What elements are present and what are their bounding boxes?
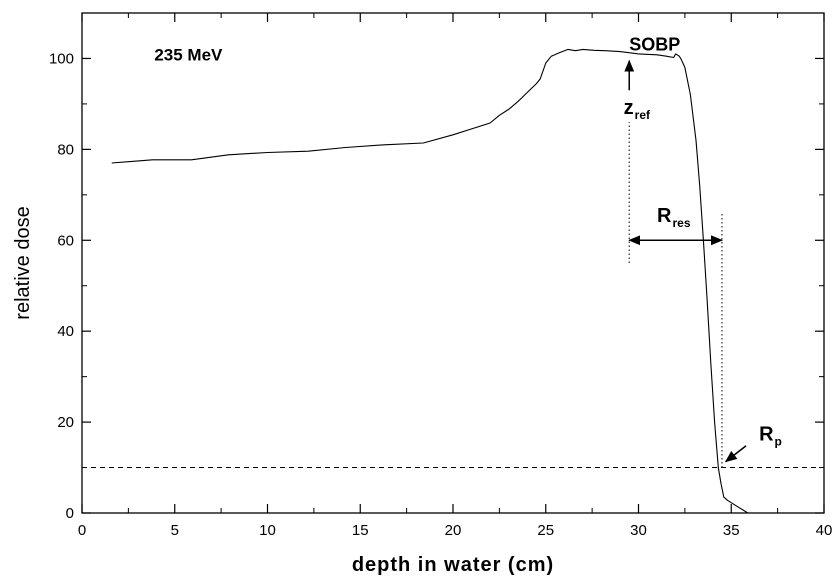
dose-curve [111,48,749,514]
annotation-label: SOBP [629,34,680,54]
x-tick-label: 0 [78,522,86,539]
x-tick-label: 40 [816,522,833,539]
x-tick-label: 5 [171,522,179,539]
y-tick-label: 80 [57,141,74,158]
annotation-label: Rp [759,423,782,448]
x-axis-title: depth in water (cm) [352,554,554,576]
x-tick-label: 10 [259,522,276,539]
y-tick-label: 0 [66,505,74,522]
reference-lines [628,122,723,468]
plot-frame [81,12,825,514]
x-tick-label: 30 [630,522,647,539]
annotation-label: zref [624,97,651,122]
y-tick-label: 60 [57,232,74,249]
x-tick-label: 15 [352,522,369,539]
annotation-arrows [624,59,747,463]
series-layer [82,48,824,514]
y-tick-label: 20 [57,414,74,431]
annotation-label: 235 MeV [154,46,223,65]
y-axis-title: relative dose [12,206,34,319]
x-tick-label: 35 [723,522,740,539]
axis-ticks [81,13,825,514]
x-tick-label: 20 [445,522,462,539]
annotation-label: Rres [657,205,691,230]
x-tick-label: 25 [537,522,554,539]
arrow [724,445,747,463]
y-tick-label: 40 [57,323,74,340]
annotation-labels: 235 MeV SOBP zref Rres Rp [154,34,782,448]
y-tick-label: 100 [49,50,74,67]
axis-tick-labels: 0 5 10 15 20 25 30 35 40 0 20 40 60 80 100 [49,50,832,539]
